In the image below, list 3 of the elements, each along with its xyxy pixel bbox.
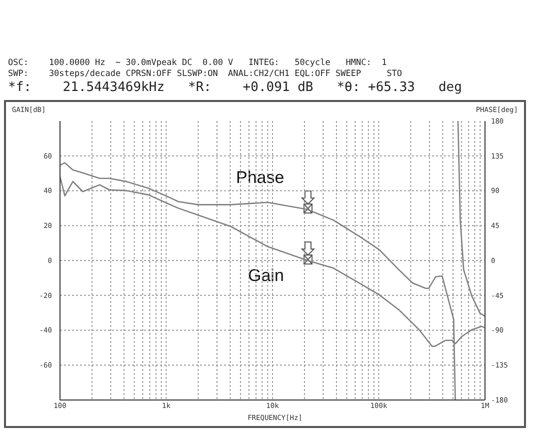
text: OSC: 100.0000 Hz ~ 30.0mVpeak DC 0.00 V INTEG: 50cycle HMNC: 1 — [8, 58, 387, 68]
text: *f: 21.5443469kHz *R: +0.091 dB *θ: +65.33 deg — [8, 80, 462, 95]
text: SWP: 30steps/decade CPRSN:OFF SLSWP:ON ANAL:CH2/CH1 EQL:OFF SWEEP STO — [8, 69, 402, 79]
